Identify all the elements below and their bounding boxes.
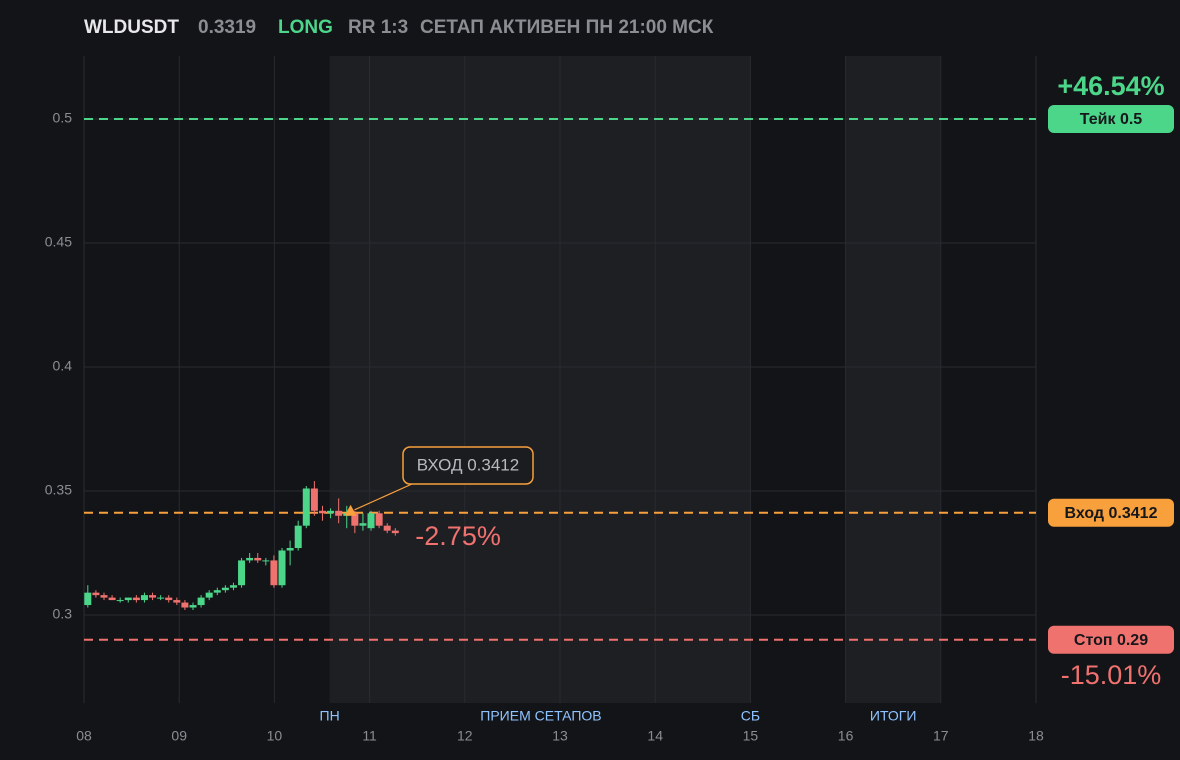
- session-label: СБ: [741, 708, 760, 724]
- candle-body: [391, 530, 399, 534]
- candle-body: [108, 597, 116, 601]
- level-badge: [1048, 625, 1174, 654]
- candle-body: [327, 510, 335, 514]
- x-tick-label: 11: [362, 728, 377, 744]
- x-tick-label: 18: [1028, 728, 1044, 744]
- y-tick-label: 0.3: [53, 606, 73, 622]
- header-side: LONG: [278, 17, 333, 38]
- candle-body: [359, 523, 367, 526]
- session-label: ИТОГИ: [870, 708, 917, 724]
- candle-body: [124, 597, 132, 601]
- level-change: -15.01%: [1061, 660, 1162, 690]
- y-tick-label: 0.35: [45, 482, 72, 498]
- header-status: СЕТАП АКТИВЕН ПН 21:00 МСК: [420, 17, 714, 38]
- level-label: Стоп 0.29: [1074, 632, 1148, 649]
- x-tick-label: 17: [933, 728, 949, 744]
- x-tick-label: 15: [743, 728, 759, 744]
- level-badge: [1048, 104, 1174, 133]
- candle-body: [246, 557, 254, 561]
- header-price: 0.3319: [198, 17, 256, 38]
- candle-body: [229, 585, 237, 588]
- candle-body: [157, 597, 165, 599]
- candle-body: [221, 587, 229, 591]
- candle-body: [149, 595, 157, 598]
- callout-box: [402, 446, 534, 485]
- candle-body: [302, 488, 310, 526]
- x-tick-label: 10: [267, 728, 283, 744]
- candle-body: [238, 560, 246, 586]
- candle-body: [92, 592, 100, 596]
- header-rr: RR 1:3: [348, 17, 408, 38]
- candle-body: [294, 525, 302, 549]
- y-tick-label: 0.4: [53, 358, 73, 374]
- entry-marker: [344, 504, 357, 516]
- candle-body: [270, 560, 278, 586]
- x-tick-label: 14: [647, 728, 663, 744]
- candle-body: [116, 600, 124, 602]
- candle-body: [140, 595, 148, 601]
- session-label: ПН: [320, 708, 340, 724]
- callout-line: [354, 483, 413, 511]
- candle-body: [173, 600, 181, 603]
- candle-body: [278, 550, 286, 586]
- level-label: Вход 0.3412: [1065, 505, 1158, 522]
- candle-body: [189, 605, 197, 608]
- y-tick-label: 0.5: [53, 110, 73, 126]
- candle-body: [262, 560, 270, 562]
- candle-body: [351, 513, 359, 526]
- x-tick-label: 09: [171, 728, 187, 744]
- candle-body: [181, 602, 189, 608]
- candle-body: [367, 513, 375, 529]
- candle-body: [375, 513, 383, 526]
- level-change: +46.54%: [1057, 71, 1164, 101]
- candle-body: [205, 592, 213, 598]
- session-label: ПРИЕМ СЕТАПОВ: [480, 708, 601, 724]
- candle-body: [254, 557, 262, 561]
- candle-body: [213, 590, 221, 593]
- candle-body: [335, 510, 343, 516]
- candle-body: [132, 597, 140, 601]
- callout-label: ВХОД 0.3412: [417, 455, 519, 474]
- level-badge: [1048, 498, 1174, 527]
- candle-body: [286, 548, 294, 551]
- x-tick-label: 13: [552, 728, 568, 744]
- session-band: [329, 56, 751, 703]
- x-tick-label: 16: [838, 728, 854, 744]
- session-band: [845, 56, 941, 703]
- candle-body: [310, 488, 318, 511]
- candle-body: [197, 597, 205, 606]
- header-symbol: WLDUSDT: [84, 17, 179, 38]
- candle-body: [165, 597, 173, 601]
- candle-body: [383, 525, 391, 531]
- candle-body: [100, 595, 108, 598]
- level-label: Тейк 0.5: [1080, 111, 1143, 128]
- candle-body: [318, 510, 326, 514]
- candle-body: [84, 592, 92, 606]
- x-tick-label: 12: [457, 728, 473, 744]
- x-tick-label: 08: [76, 728, 92, 744]
- current-change: -2.75%: [415, 521, 501, 551]
- y-tick-label: 0.45: [45, 234, 72, 250]
